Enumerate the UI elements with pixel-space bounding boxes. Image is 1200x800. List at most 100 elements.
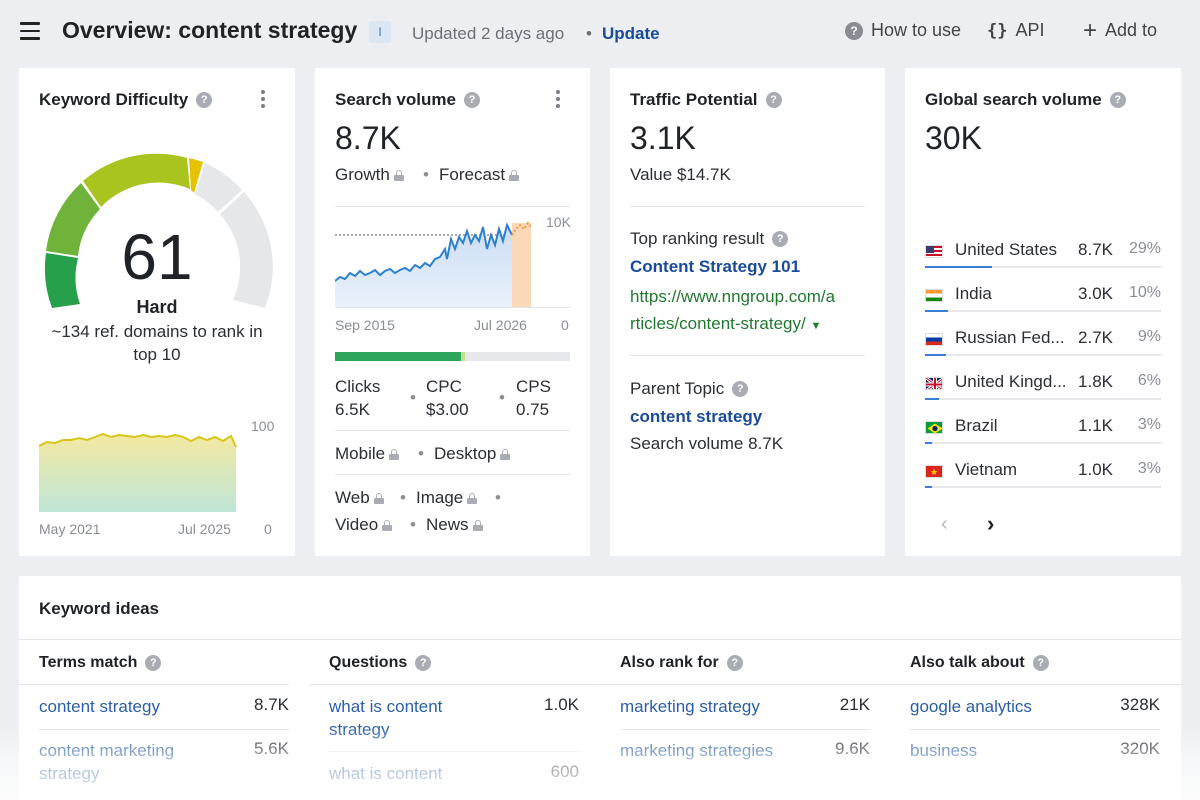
help-icon[interactable]: ? <box>732 381 749 397</box>
help-icon[interactable]: ? <box>463 92 480 108</box>
keyword-link[interactable]: google analytics <box>910 697 1032 716</box>
column-header-text: Terms match <box>39 654 138 671</box>
how-to-use-button[interactable]: ? How to use <box>845 20 961 41</box>
gv-title: Global search volume ? <box>925 90 1126 110</box>
help-icon[interactable]: ? <box>772 231 789 247</box>
add-to-label: Add to <box>1105 20 1158 40</box>
keyword-link[interactable]: marketing strategies <box>620 741 774 760</box>
intent-badge[interactable]: I <box>369 21 391 43</box>
help-icon[interactable]: ? <box>1109 92 1126 108</box>
clicks-bar-fill <box>335 352 461 361</box>
country-share-track <box>925 266 1161 268</box>
country-share-track <box>925 398 1161 400</box>
global-volume-card: Global search volume ? 30K United States… <box>905 68 1181 556</box>
video-label: Video <box>335 515 379 534</box>
news-label: News <box>426 515 469 534</box>
page-title: Overview: content strategy <box>62 17 358 43</box>
keyword-link[interactable]: marketing strategy <box>620 697 760 716</box>
web-locked[interactable]: Web <box>335 488 384 508</box>
help-icon[interactable]: ? <box>415 655 432 671</box>
keyword-volume: 8.7K <box>254 695 289 714</box>
country-row[interactable]: United Kingd... 1.8K 6% <box>925 367 1161 411</box>
country-percent: 3% <box>1137 416 1161 433</box>
top-ranking-url-line1[interactable]: https://www.nngroup.com/a <box>630 287 836 306</box>
news-locked[interactable]: News <box>426 515 483 535</box>
cps-label: CPS <box>516 377 551 396</box>
top-ranking-title-link[interactable]: Content Strategy 101 <box>630 257 801 276</box>
sv-title-text: Search volume <box>335 90 456 109</box>
country-volume: 1.0K <box>1078 460 1113 479</box>
country-name: United Kingd... <box>955 372 1067 391</box>
growth-locked[interactable]: Growth <box>335 165 404 185</box>
keyword-link[interactable]: content strategy <box>39 697 160 716</box>
keyword-volume: 1.0K <box>544 695 579 714</box>
lock-icon <box>373 493 384 505</box>
desktop-locked[interactable]: Desktop <box>434 444 511 464</box>
divider <box>600 684 890 685</box>
also-rank-for-header[interactable]: Also rank for? <box>620 654 743 672</box>
keyword-link[interactable]: what is content strategy <box>329 697 443 739</box>
brazil-flag-icon <box>925 421 943 434</box>
keyword-volume: 320K <box>1120 739 1160 758</box>
keyword-link[interactable]: content marketing strategy <box>39 741 175 783</box>
country-volume: 2.7K <box>1078 328 1113 347</box>
divider <box>335 430 570 431</box>
divider <box>910 729 1160 730</box>
top-ranking-label-text: Top ranking result <box>630 229 765 248</box>
sv-chart-ymax: 10K <box>546 214 571 230</box>
country-name: United States <box>955 240 1058 259</box>
kd-more-icon[interactable] <box>260 90 266 110</box>
chevron-right-icon[interactable]: › <box>987 511 995 536</box>
kd-title: Keyword Difficulty ? <box>39 90 213 110</box>
questions-header[interactable]: Questions? <box>329 654 432 672</box>
hamburger-menu-icon[interactable] <box>20 22 40 40</box>
search-volume-value: 8.7K <box>335 120 401 156</box>
help-icon[interactable]: ? <box>765 92 782 108</box>
chevron-left-icon[interactable]: ‹ <box>941 513 948 535</box>
help-icon[interactable]: ? <box>1032 655 1049 671</box>
country-row[interactable]: Brazil 1.1K 3% <box>925 411 1161 455</box>
also-talk-about-header[interactable]: Also talk about? <box>910 654 1049 672</box>
parent-topic-link[interactable]: content strategy <box>630 407 763 426</box>
country-row[interactable]: United States 8.7K 29% <box>925 235 1161 279</box>
traffic-value-label: Value $14.7K <box>630 165 731 184</box>
image-locked[interactable]: Image <box>416 488 478 508</box>
country-percent: 10% <box>1128 284 1161 301</box>
updated-text: Updated 2 days ago <box>412 24 565 43</box>
country-row[interactable]: Russian Fed... 2.7K 9% <box>925 323 1161 367</box>
separator-dot: • <box>410 515 416 534</box>
video-locked[interactable]: Video <box>335 515 393 535</box>
search-volume-card: Search volume ? 8.7K Growth • Forecast 1… <box>315 68 590 556</box>
country-share-track <box>925 442 1161 444</box>
country-row[interactable]: India 3.0K 10% <box>925 279 1161 323</box>
country-volume: 1.1K <box>1078 416 1113 435</box>
help-icon[interactable]: ? <box>145 655 162 671</box>
country-row[interactable]: ★ Vietnam 1.0K 3% <box>925 455 1161 499</box>
top-ranking-url-line2[interactable]: rticles/content-strategy/ ▼ <box>630 314 821 334</box>
divider <box>309 684 599 685</box>
api-label: API <box>1015 20 1045 40</box>
separator-dot: • <box>423 165 429 184</box>
forecast-locked[interactable]: Forecast <box>439 165 520 185</box>
country-volume: 3.0K <box>1078 284 1113 303</box>
sv-more-icon[interactable] <box>555 90 561 110</box>
country-percent: 6% <box>1137 372 1161 389</box>
caret-down-icon[interactable]: ▼ <box>810 320 822 332</box>
country-share-track <box>925 486 1161 488</box>
clicks-bar-paid <box>461 352 465 361</box>
keyword-volume: 328K <box>1120 695 1160 714</box>
keyword-link[interactable]: business <box>910 741 978 760</box>
keyword-link[interactable]: what is content <box>329 764 443 783</box>
us-flag-icon <box>925 245 943 258</box>
api-button[interactable]: {} API <box>987 20 1045 41</box>
help-icon[interactable]: ? <box>196 92 213 108</box>
chart-top-line <box>335 206 570 207</box>
add-to-button[interactable]: + Add to <box>1083 18 1158 42</box>
terms-match-header[interactable]: Terms match? <box>39 654 162 672</box>
update-link[interactable]: Update <box>602 24 660 43</box>
divider <box>630 206 865 207</box>
web-label: Web <box>335 488 370 507</box>
mobile-locked[interactable]: Mobile <box>335 444 400 464</box>
help-icon[interactable]: ? <box>726 655 743 671</box>
country-volume: 1.8K <box>1078 372 1113 391</box>
